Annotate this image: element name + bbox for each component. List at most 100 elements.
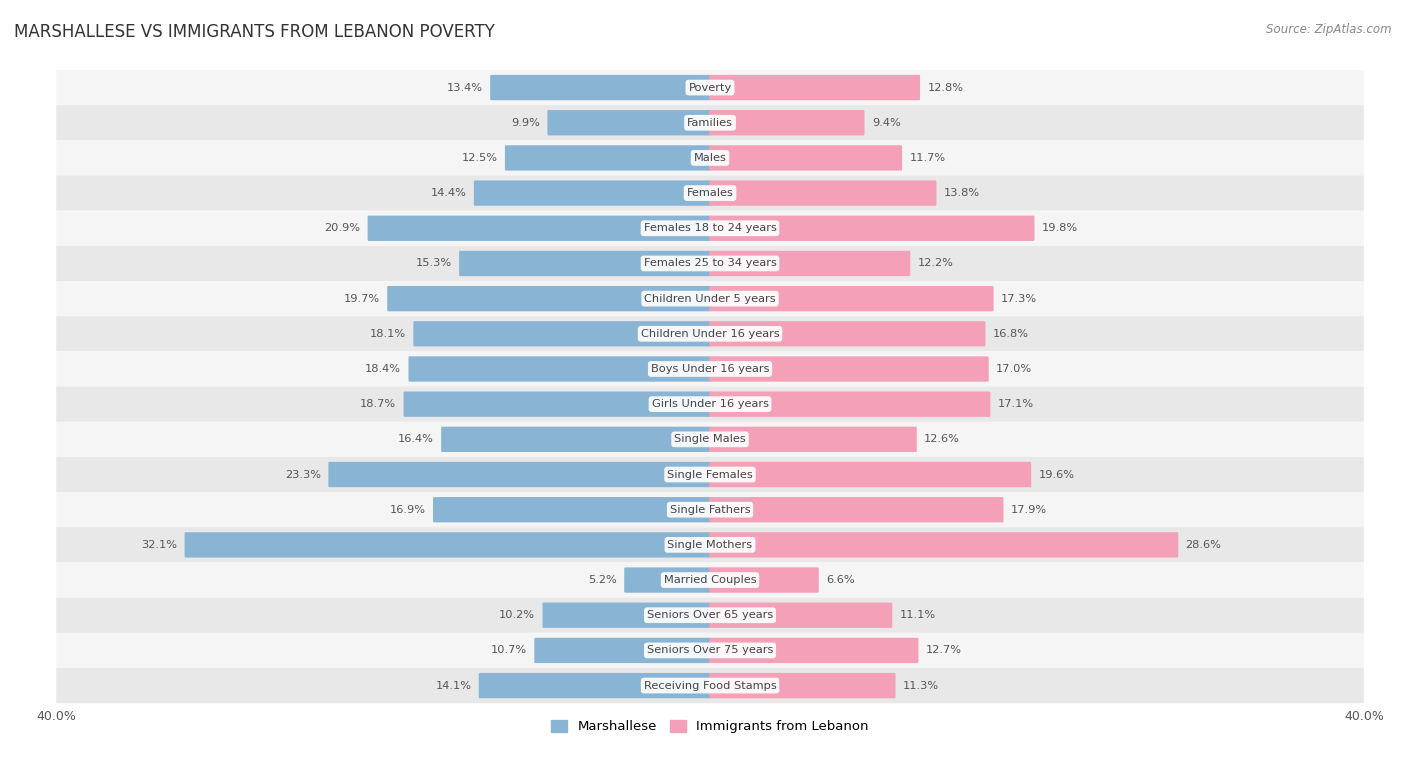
- FancyBboxPatch shape: [709, 110, 865, 136]
- Text: Girls Under 16 years: Girls Under 16 years: [651, 399, 769, 409]
- FancyBboxPatch shape: [56, 70, 1364, 105]
- FancyBboxPatch shape: [709, 532, 1178, 558]
- Text: 9.9%: 9.9%: [512, 117, 540, 128]
- FancyBboxPatch shape: [709, 356, 988, 382]
- FancyBboxPatch shape: [505, 146, 711, 171]
- Text: 11.7%: 11.7%: [910, 153, 946, 163]
- FancyBboxPatch shape: [543, 603, 711, 628]
- Text: Males: Males: [693, 153, 727, 163]
- Text: 16.4%: 16.4%: [398, 434, 434, 444]
- FancyBboxPatch shape: [56, 352, 1364, 387]
- Text: Single Males: Single Males: [673, 434, 747, 444]
- Text: Single Females: Single Females: [668, 469, 752, 480]
- Text: Seniors Over 65 years: Seniors Over 65 years: [647, 610, 773, 620]
- FancyBboxPatch shape: [56, 562, 1364, 597]
- FancyBboxPatch shape: [709, 427, 917, 452]
- Text: Children Under 5 years: Children Under 5 years: [644, 293, 776, 304]
- Text: 6.6%: 6.6%: [827, 575, 855, 585]
- Text: 9.4%: 9.4%: [872, 117, 901, 128]
- Text: 13.4%: 13.4%: [447, 83, 482, 92]
- FancyBboxPatch shape: [367, 215, 711, 241]
- FancyBboxPatch shape: [56, 140, 1364, 176]
- FancyBboxPatch shape: [709, 321, 986, 346]
- FancyBboxPatch shape: [56, 668, 1364, 703]
- Text: 28.6%: 28.6%: [1185, 540, 1222, 550]
- FancyBboxPatch shape: [624, 568, 711, 593]
- Text: 14.4%: 14.4%: [430, 188, 467, 198]
- FancyBboxPatch shape: [433, 497, 711, 522]
- Text: MARSHALLESE VS IMMIGRANTS FROM LEBANON POVERTY: MARSHALLESE VS IMMIGRANTS FROM LEBANON P…: [14, 23, 495, 41]
- FancyBboxPatch shape: [547, 110, 711, 136]
- Text: Married Couples: Married Couples: [664, 575, 756, 585]
- Text: 19.6%: 19.6%: [1039, 469, 1074, 480]
- FancyBboxPatch shape: [184, 532, 711, 558]
- Text: 17.0%: 17.0%: [995, 364, 1032, 374]
- Text: 16.9%: 16.9%: [389, 505, 426, 515]
- Text: 16.8%: 16.8%: [993, 329, 1029, 339]
- Text: 12.6%: 12.6%: [924, 434, 960, 444]
- FancyBboxPatch shape: [56, 528, 1364, 562]
- Text: Receiving Food Stamps: Receiving Food Stamps: [644, 681, 776, 691]
- FancyBboxPatch shape: [709, 180, 936, 205]
- Text: Females: Females: [686, 188, 734, 198]
- FancyBboxPatch shape: [56, 281, 1364, 316]
- FancyBboxPatch shape: [56, 597, 1364, 633]
- Text: 19.7%: 19.7%: [343, 293, 380, 304]
- Text: 12.2%: 12.2%: [918, 258, 953, 268]
- Text: 18.1%: 18.1%: [370, 329, 406, 339]
- Text: 17.1%: 17.1%: [998, 399, 1033, 409]
- FancyBboxPatch shape: [709, 673, 896, 698]
- FancyBboxPatch shape: [56, 421, 1364, 457]
- Text: Families: Families: [688, 117, 733, 128]
- FancyBboxPatch shape: [56, 246, 1364, 281]
- Text: 11.1%: 11.1%: [900, 610, 936, 620]
- Legend: Marshallese, Immigrants from Lebanon: Marshallese, Immigrants from Lebanon: [551, 720, 869, 733]
- Text: 10.2%: 10.2%: [499, 610, 536, 620]
- Text: 11.3%: 11.3%: [903, 681, 939, 691]
- Text: 18.7%: 18.7%: [360, 399, 396, 409]
- Text: 5.2%: 5.2%: [588, 575, 617, 585]
- Text: 15.3%: 15.3%: [416, 258, 451, 268]
- Text: 14.1%: 14.1%: [436, 681, 471, 691]
- Text: Poverty: Poverty: [689, 83, 731, 92]
- FancyBboxPatch shape: [709, 462, 1031, 487]
- FancyBboxPatch shape: [413, 321, 711, 346]
- Text: 32.1%: 32.1%: [141, 540, 177, 550]
- FancyBboxPatch shape: [709, 603, 893, 628]
- Text: Females 18 to 24 years: Females 18 to 24 years: [644, 224, 776, 233]
- Text: 19.8%: 19.8%: [1042, 224, 1078, 233]
- FancyBboxPatch shape: [709, 215, 1035, 241]
- FancyBboxPatch shape: [709, 251, 910, 276]
- FancyBboxPatch shape: [441, 427, 711, 452]
- FancyBboxPatch shape: [709, 568, 818, 593]
- FancyBboxPatch shape: [56, 105, 1364, 140]
- Text: Children Under 16 years: Children Under 16 years: [641, 329, 779, 339]
- FancyBboxPatch shape: [56, 211, 1364, 246]
- Text: 17.3%: 17.3%: [1001, 293, 1038, 304]
- Text: Single Fathers: Single Fathers: [669, 505, 751, 515]
- Text: Females 25 to 34 years: Females 25 to 34 years: [644, 258, 776, 268]
- FancyBboxPatch shape: [709, 146, 903, 171]
- FancyBboxPatch shape: [56, 457, 1364, 492]
- Text: 20.9%: 20.9%: [325, 224, 360, 233]
- FancyBboxPatch shape: [709, 497, 1004, 522]
- Text: Source: ZipAtlas.com: Source: ZipAtlas.com: [1267, 23, 1392, 36]
- Text: 10.7%: 10.7%: [491, 645, 527, 656]
- FancyBboxPatch shape: [56, 492, 1364, 528]
- Text: 18.4%: 18.4%: [366, 364, 401, 374]
- FancyBboxPatch shape: [404, 391, 711, 417]
- FancyBboxPatch shape: [56, 387, 1364, 421]
- FancyBboxPatch shape: [709, 286, 994, 312]
- Text: 12.8%: 12.8%: [928, 83, 963, 92]
- FancyBboxPatch shape: [56, 633, 1364, 668]
- FancyBboxPatch shape: [534, 637, 711, 663]
- FancyBboxPatch shape: [409, 356, 711, 382]
- Text: Single Mothers: Single Mothers: [668, 540, 752, 550]
- FancyBboxPatch shape: [491, 75, 711, 100]
- Text: Boys Under 16 years: Boys Under 16 years: [651, 364, 769, 374]
- FancyBboxPatch shape: [460, 251, 711, 276]
- FancyBboxPatch shape: [709, 75, 920, 100]
- FancyBboxPatch shape: [709, 637, 918, 663]
- Text: 12.5%: 12.5%: [461, 153, 498, 163]
- Text: 23.3%: 23.3%: [285, 469, 321, 480]
